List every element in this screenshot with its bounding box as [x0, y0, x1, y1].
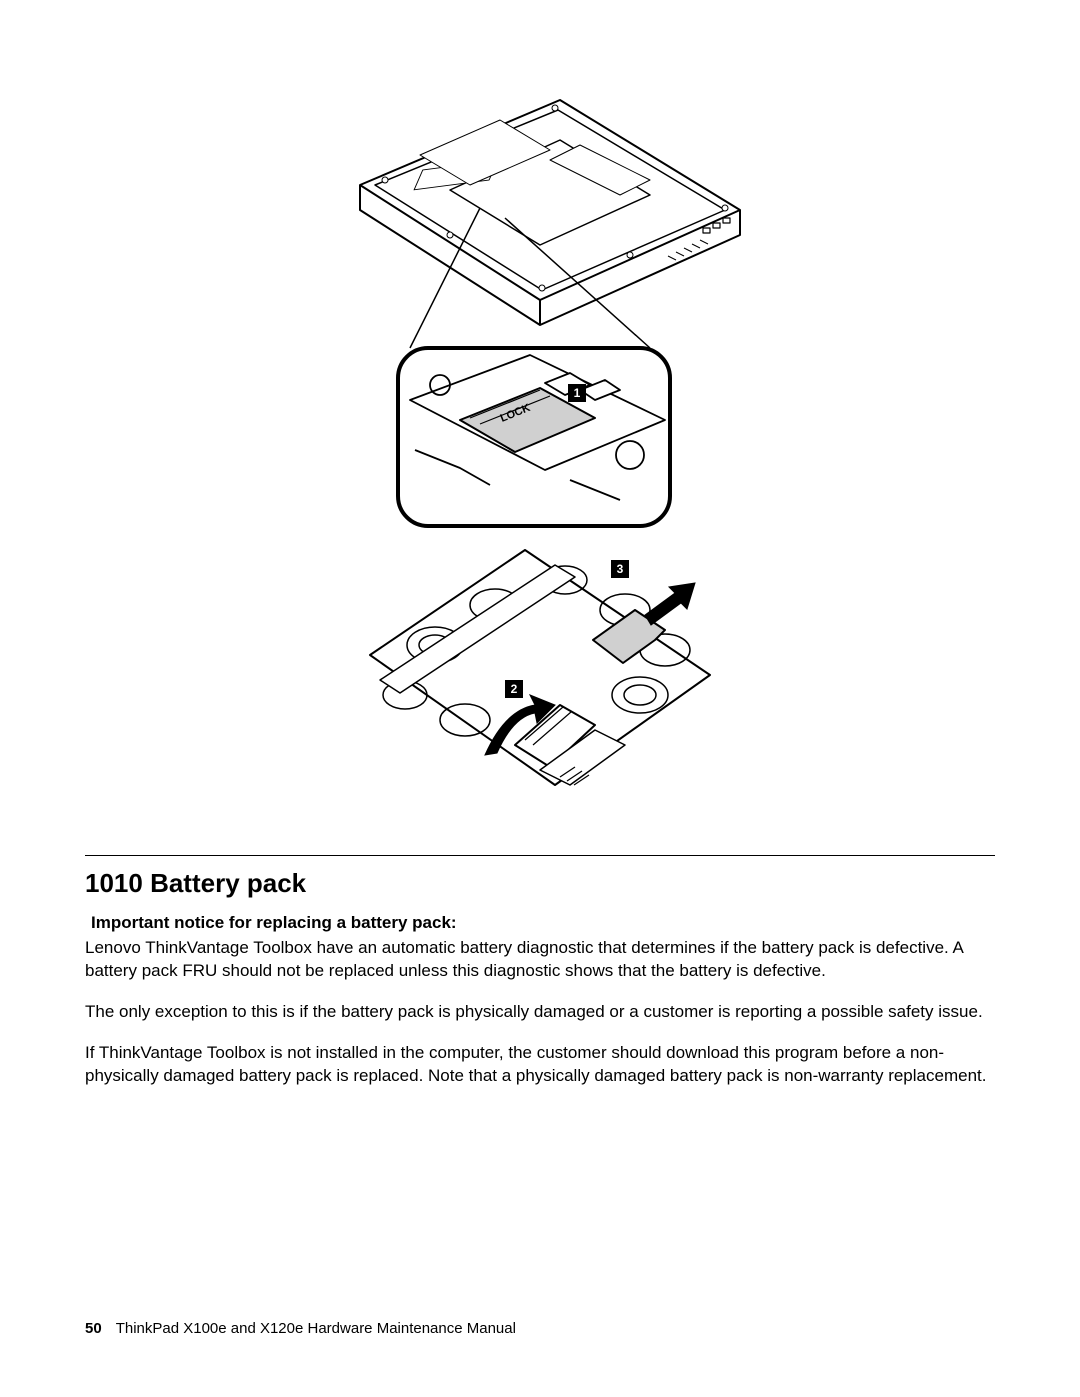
callout-2-box: 2: [505, 680, 523, 698]
illustration-area: LOCK 1: [85, 90, 995, 835]
footer-doc-title: ThinkPad X100e and X120e Hardware Mainte…: [116, 1320, 516, 1337]
section-heading: 1010 Battery pack: [85, 868, 995, 899]
callout-3-label: 3: [617, 562, 624, 576]
sim-removal-illustration: 2 3: [365, 545, 715, 835]
section-divider: [85, 855, 995, 856]
page-container: LOCK 1: [0, 0, 1080, 1397]
page-footer: 50 ThinkPad X100e and X120e Hardware Main…: [85, 1320, 516, 1337]
callout-2-label: 2: [511, 682, 518, 696]
page-number: 50: [85, 1320, 102, 1337]
callout-1-label: 1: [574, 386, 581, 400]
paragraph-3: If ThinkVantage Toolbox is not installed…: [85, 1042, 995, 1088]
laptop-diagram-svg: LOCK: [330, 90, 750, 530]
paragraph-1: Lenovo ThinkVantage Toolbox have an auto…: [85, 937, 995, 983]
paragraph-2: The only exception to this is if the bat…: [85, 1001, 995, 1024]
callout-3-box: 3: [611, 560, 629, 578]
sim-removal-svg: [365, 545, 715, 835]
callout-1-box: 1: [568, 384, 586, 402]
notice-title: Important notice for replacing a battery…: [91, 913, 995, 933]
laptop-sim-illustration: LOCK 1: [330, 90, 750, 530]
